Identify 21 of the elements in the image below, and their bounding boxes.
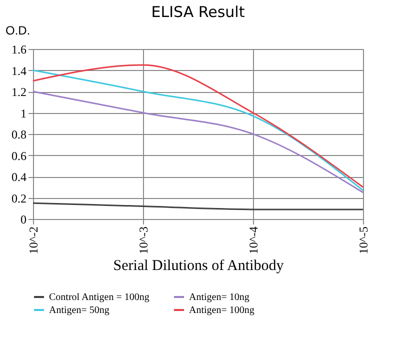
y-tick-label: 1 <box>20 106 26 120</box>
legend-label: Antigen= 10ng <box>189 292 250 303</box>
y-tick-label: 0 <box>20 212 26 226</box>
y-tick-label: 0.8 <box>12 128 26 142</box>
y-tick-label: 0.6 <box>12 148 26 163</box>
y-tick-label: 1.6 <box>12 42 26 56</box>
legend-label: Antigen= 100ng <box>189 305 254 316</box>
line-series <box>32 90 364 194</box>
y-tick-label: 0.2 <box>12 191 26 206</box>
x-tick-label: 10^-2 <box>26 226 40 254</box>
x-tick-label: 10^-5 <box>356 226 370 254</box>
x-axis-title: Serial Dilutions of Antibody <box>113 258 284 274</box>
y-axis-title: O.D. <box>6 24 30 38</box>
x-tick-label: 10^-3 <box>136 226 150 254</box>
chart-title: ELISA Result <box>151 3 245 21</box>
y-tick-label: 1.4 <box>12 64 26 78</box>
y-tick-label: 0.4 <box>12 170 26 184</box>
y-tick-label: 1.2 <box>12 85 26 99</box>
x-tick-label: 10^-4 <box>246 226 260 254</box>
legend-label: Control Antigen = 100ng <box>49 292 150 303</box>
legend-label: Antigen= 50ng <box>49 305 110 316</box>
